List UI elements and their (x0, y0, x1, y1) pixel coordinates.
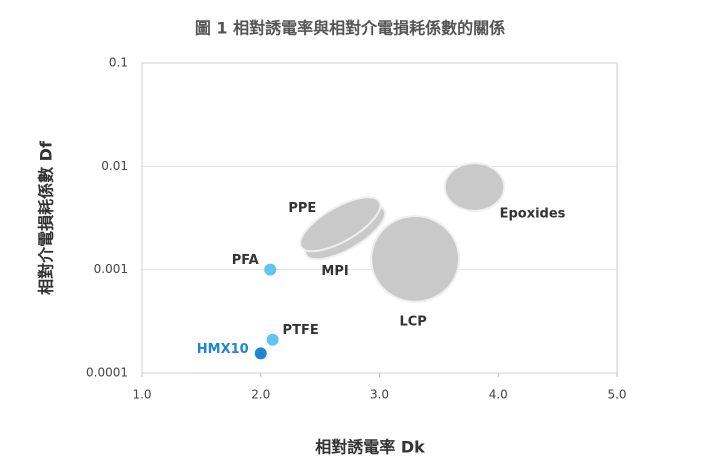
plot-frame (141, 62, 618, 374)
point (254, 347, 267, 360)
chart-title: 圖 1 相對誘電率與相對介電損耗係數的關係 (195, 19, 505, 38)
point (266, 333, 279, 346)
x-tick-label: 2.0 (251, 388, 270, 402)
region-label: MPI (321, 264, 348, 279)
point (264, 263, 277, 276)
y-tick-label: 0.01 (101, 159, 128, 173)
y-tick-label: 0.001 (94, 262, 128, 276)
y-tick-label: 0.0001 (86, 366, 128, 380)
x-tick-label: 1.0 (132, 388, 151, 402)
region (299, 196, 382, 253)
region-label: Epoxides (500, 207, 566, 222)
x-tick-label: 3.0 (370, 388, 389, 402)
point-label: HMX10 (197, 342, 249, 357)
region-label: LCP (399, 314, 426, 329)
y-tick-label: 0.1 (109, 56, 128, 70)
x-tick-label: 5.0 (607, 388, 626, 402)
region (443, 162, 506, 212)
point-label: PFA (232, 253, 259, 268)
region (370, 215, 461, 303)
x-tick-label: 4.0 (489, 388, 508, 402)
point-label: PTFE (283, 323, 319, 338)
y-axis-label: 相對介電損耗係數 Df (37, 140, 56, 295)
x-axis-label: 相對誘電率 Dk (315, 438, 425, 457)
region-label: PPE (288, 201, 316, 216)
